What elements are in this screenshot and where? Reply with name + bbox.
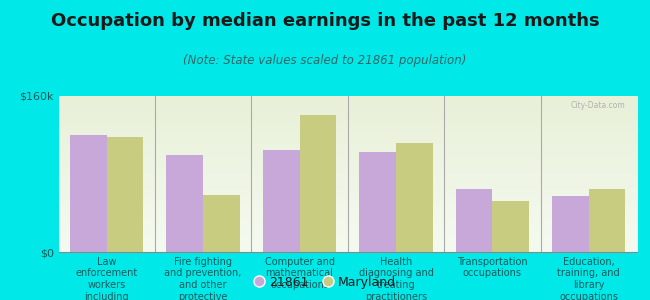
Text: Occupation by median earnings in the past 12 months: Occupation by median earnings in the pas… [51,12,599,30]
Bar [552,196,589,252]
Legend: 21861, Maryland: 21861, Maryland [249,271,401,294]
Bar [263,150,300,252]
Bar [396,143,433,252]
Text: (Note: State values scaled to 21861 population): (Note: State values scaled to 21861 popu… [183,54,467,67]
Bar [107,137,144,252]
Bar [493,201,529,252]
Bar [359,152,396,252]
Text: City-Data.com: City-Data.com [571,101,625,110]
Bar [166,154,203,252]
Bar [456,189,493,252]
Bar [70,135,107,252]
Bar [300,116,336,252]
Bar [203,196,240,252]
Bar [589,189,625,252]
